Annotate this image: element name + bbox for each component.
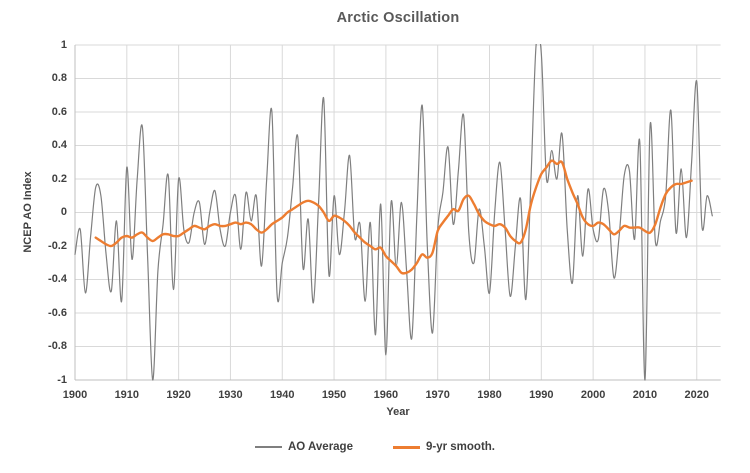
y-tick-label: 0.8 xyxy=(51,72,67,84)
y-tick-label: 0.4 xyxy=(51,139,67,151)
x-tick-label: 1990 xyxy=(529,389,554,401)
x-tick-label: 1920 xyxy=(166,389,191,401)
x-tick-label: 2020 xyxy=(684,389,709,401)
y-tick-label: -0.8 xyxy=(48,340,67,352)
y-tick-label: -1 xyxy=(57,373,67,386)
legend: AO Average 9-yr smooth. xyxy=(0,441,750,453)
legend-line-swatch-gray xyxy=(255,446,282,448)
x-tick-label: 1950 xyxy=(321,389,347,401)
x-tick-label: 1910 xyxy=(114,389,140,401)
legend-item-ao-average: AO Average xyxy=(255,441,353,453)
x-tick-label: 1940 xyxy=(270,389,295,401)
y-tick-label: -0.6 xyxy=(48,306,67,319)
y-tick-label: -0.4 xyxy=(48,273,67,285)
x-tick-label: 1900 xyxy=(62,389,88,401)
y-tick-label: 0.2 xyxy=(51,172,67,185)
x-tick-label: 2010 xyxy=(632,389,658,401)
x-tick-label: 1970 xyxy=(425,389,450,401)
y-tick-label: -0.2 xyxy=(48,239,67,252)
y-tick-label: 0 xyxy=(60,206,67,218)
x-axis-title: Year xyxy=(386,406,410,418)
legend-label-ao-average: AO Average xyxy=(288,441,353,453)
y-tick-label: 0.6 xyxy=(51,105,67,118)
x-tick-label: 1930 xyxy=(218,389,243,401)
y-tick-label: 1 xyxy=(60,38,67,51)
chart-title: Arctic Oscillation xyxy=(336,10,460,26)
x-tick-label: 1980 xyxy=(477,389,502,401)
legend-line-swatch-orange xyxy=(392,445,420,449)
legend-label-9yr-smooth: 9-yr smooth. xyxy=(425,441,495,453)
legend-item-9yr-smooth: 9-yr smooth. xyxy=(392,441,495,453)
x-tick-label: 2000 xyxy=(580,389,606,401)
x-tick-label: 1960 xyxy=(373,389,399,401)
